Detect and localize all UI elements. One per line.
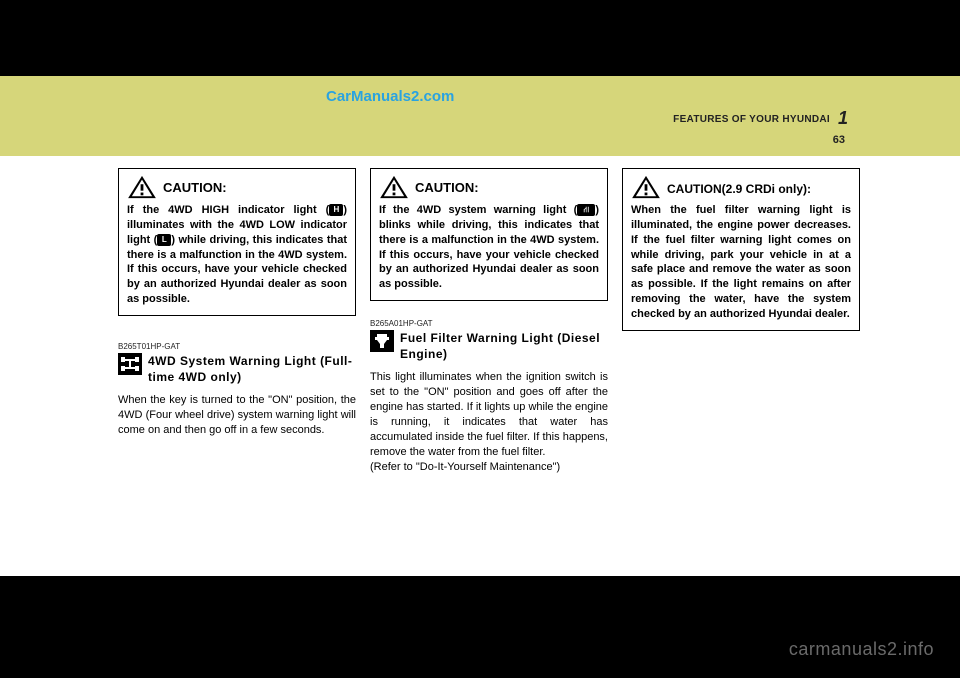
caution-text: When the fuel filter warning light is il… xyxy=(631,203,851,322)
content-columns: CAUTION: If the 4WD HIGH indicator light… xyxy=(0,168,960,474)
fuel-filter-icon xyxy=(370,330,394,352)
warning-triangle-icon xyxy=(379,175,409,199)
caution-heading: CAUTION(2.9 CRDi only): xyxy=(631,175,851,199)
watermark-top: CarManuals2.com xyxy=(326,88,454,105)
caution-box-3: CAUTION(2.9 CRDi only): When the fuel fi… xyxy=(622,168,860,331)
column-2: CAUTION: If the 4WD system warning light… xyxy=(370,168,608,474)
section-title-2: Fuel Filter Warning Light (Diesel Engine… xyxy=(400,330,608,362)
4wd-warning-icon xyxy=(118,353,142,375)
caution-text-part-a: If the 4WD HIGH indicator light ( xyxy=(127,204,329,216)
header-title: FEATURES OF YOUR HYUNDAI xyxy=(673,114,830,125)
watermark-bottom: carmanuals2.info xyxy=(789,639,934,660)
caution-label: CAUTION: xyxy=(415,179,479,199)
warning-triangle-icon xyxy=(127,175,157,199)
column-1: CAUTION: If the 4WD HIGH indicator light… xyxy=(118,168,356,474)
body-text-2: This light illuminates when the ignition… xyxy=(370,370,608,459)
warning-triangle-icon xyxy=(631,175,661,199)
4wd-high-icon: H xyxy=(329,204,343,216)
caution-heading: CAUTION: xyxy=(127,175,347,199)
caution-text: If the 4WD system warning light (⛙) blin… xyxy=(379,203,599,292)
body-text-1: When the key is turned to the "ON" posit… xyxy=(118,393,356,438)
caution-text: If the 4WD HIGH indicator light (H) illu… xyxy=(127,203,347,307)
caution-box-2: CAUTION: If the 4WD system warning light… xyxy=(370,168,608,301)
manual-page: CarManuals2.com FEATURES OF YOUR HYUNDAI… xyxy=(0,76,960,576)
body-text-2b: (Refer to "Do-It-Yourself Maintenance") xyxy=(370,460,608,475)
caution-text-part-b: ) blinks while driving, this indicates t… xyxy=(379,204,599,290)
caution-label: CAUTION(2.9 CRDi only): xyxy=(667,181,811,199)
section-heading-2: Fuel Filter Warning Light (Diesel Engine… xyxy=(370,330,608,362)
section-code-1: B265T01HP-GAT xyxy=(118,342,356,351)
column-3: CAUTION(2.9 CRDi only): When the fuel fi… xyxy=(622,168,860,474)
caution-box-1: CAUTION: If the 4WD HIGH indicator light… xyxy=(118,168,356,316)
caution-label: CAUTION: xyxy=(163,179,227,199)
caution-text-part-a: If the 4WD system warning light ( xyxy=(379,204,577,216)
4wd-system-icon: ⛙ xyxy=(577,204,595,216)
header-band: CarManuals2.com FEATURES OF YOUR HYUNDAI… xyxy=(0,76,960,156)
section-title-1: 4WD System Warning Light (Full-time 4WD … xyxy=(148,353,356,385)
header-chapter: 1 xyxy=(838,108,848,129)
page-number: 63 xyxy=(833,134,845,146)
section-code-2: B265A01HP-GAT xyxy=(370,319,608,328)
section-heading-1: 4WD System Warning Light (Full-time 4WD … xyxy=(118,353,356,385)
4wd-low-icon: L xyxy=(157,234,171,246)
caution-heading: CAUTION: xyxy=(379,175,599,199)
